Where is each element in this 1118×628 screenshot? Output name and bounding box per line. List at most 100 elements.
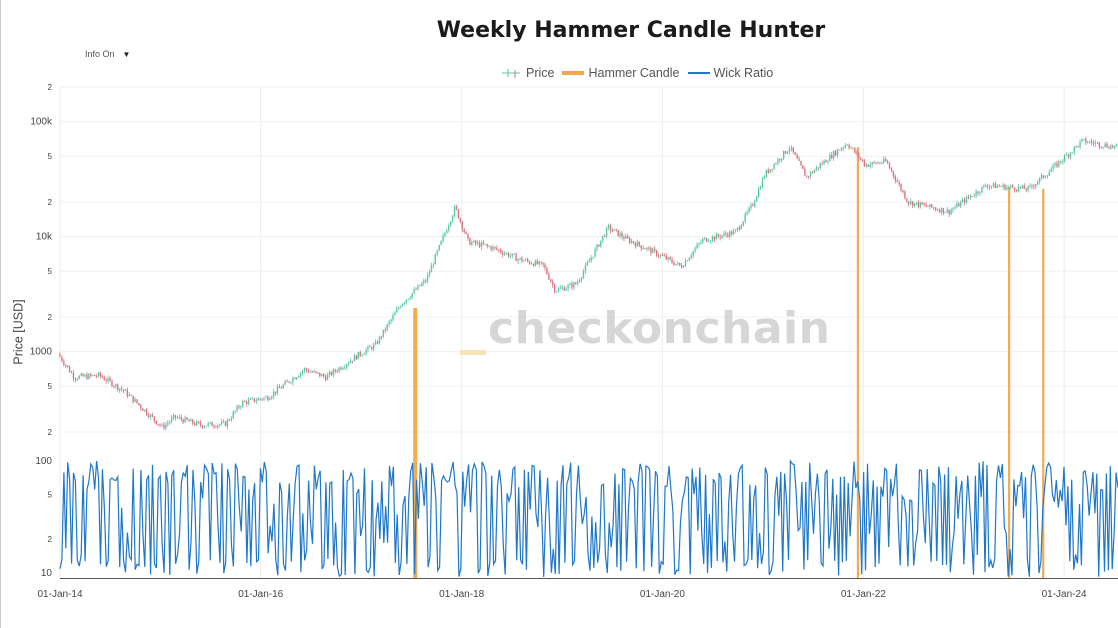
price-candle [265, 396, 267, 398]
price-candle [199, 422, 202, 426]
price-candle [1031, 185, 1033, 187]
y-tick-label: 2 [48, 198, 53, 207]
legend-item-hammer[interactable]: Hammer Candle [562, 66, 680, 80]
price-candle [143, 409, 146, 411]
price-candle [973, 195, 975, 197]
price-candle [82, 373, 84, 377]
price-candle [688, 257, 691, 261]
price-candle [1000, 186, 1002, 188]
price-candle [169, 421, 171, 423]
price-candle [1004, 184, 1006, 190]
price-candle [848, 144, 850, 148]
price-candle [1114, 145, 1116, 148]
price-candle [1010, 185, 1012, 187]
price-candle [347, 363, 350, 365]
price-candle [884, 159, 887, 162]
price-candle [1054, 163, 1056, 166]
price-candle [319, 372, 321, 377]
price-candle [421, 283, 423, 287]
price-candle [671, 259, 673, 263]
price-candle [207, 423, 209, 426]
price-candle [788, 148, 791, 152]
price-candle [450, 221, 452, 226]
price-candle [521, 257, 523, 262]
price-candle [1083, 138, 1085, 140]
price-candle [226, 419, 229, 427]
price-candle [446, 230, 448, 234]
price-candle [113, 386, 115, 388]
price-candle [908, 201, 910, 204]
price-candle [476, 242, 479, 244]
price-candle [330, 371, 333, 376]
price-candle [552, 281, 554, 285]
legend-item-wick[interactable]: Wick Ratio [687, 66, 773, 80]
price-candle [532, 263, 535, 266]
price-candle [426, 274, 429, 282]
price-candle [580, 277, 583, 281]
price-candle [575, 282, 577, 285]
price-candle [634, 243, 637, 247]
price-candle [1096, 142, 1099, 144]
y-tick-label: 5 [48, 267, 53, 276]
price-candle [711, 236, 714, 241]
price-candle [322, 374, 325, 377]
legend-item-price[interactable]: Price [500, 66, 554, 80]
price-candle [369, 346, 371, 348]
price-candle [469, 238, 471, 245]
price-candle [186, 417, 188, 420]
price-candle [434, 254, 437, 265]
price-candle [334, 369, 336, 372]
price-candle [519, 257, 521, 260]
price-candle [155, 420, 157, 425]
price-candle [942, 208, 945, 213]
price-candle [147, 414, 150, 418]
price-candle [478, 242, 481, 248]
price-candle [211, 422, 213, 427]
price-candle [836, 149, 839, 156]
price-candle [165, 424, 167, 429]
price-candle [280, 387, 283, 389]
price-candle [657, 255, 660, 257]
price-candle [865, 164, 868, 167]
price-candle [906, 198, 908, 202]
price-candle [86, 374, 88, 379]
price-candle [509, 255, 512, 257]
price-candle [846, 144, 848, 146]
price-candle [203, 426, 206, 428]
price-candle [546, 267, 548, 274]
price-candle [765, 170, 768, 177]
price-candle [257, 398, 259, 401]
watermark: checkonchain [488, 303, 831, 354]
price-candle [981, 186, 983, 193]
price-candle [230, 418, 232, 421]
price-candle [729, 231, 731, 237]
price-candle [796, 155, 798, 159]
price-candle [93, 375, 96, 377]
price-candle [736, 227, 739, 231]
price-candle [238, 406, 240, 408]
price-candle [432, 264, 435, 266]
price-candle [933, 207, 935, 209]
price-candle [457, 209, 460, 219]
price-candle [423, 280, 425, 284]
price-candle [894, 175, 896, 181]
price-candle [915, 202, 918, 203]
price-candle [1013, 187, 1016, 191]
price-candle [896, 180, 898, 183]
price-candle [640, 245, 642, 249]
price-candle [463, 229, 465, 232]
price-candle [61, 356, 63, 362]
price-candle [1110, 145, 1112, 149]
price-candle [338, 367, 340, 372]
price-candle [592, 256, 594, 258]
price-candle [650, 247, 652, 254]
price-candle [794, 152, 796, 156]
price-candle [819, 163, 821, 169]
price-candle [727, 234, 729, 237]
info-toggle[interactable]: Info On ▼ [85, 49, 130, 59]
price-candle [149, 414, 152, 418]
price-candle [195, 421, 198, 425]
price-candle [1104, 143, 1106, 148]
price-candle [1081, 139, 1083, 142]
price-candle [138, 403, 140, 405]
